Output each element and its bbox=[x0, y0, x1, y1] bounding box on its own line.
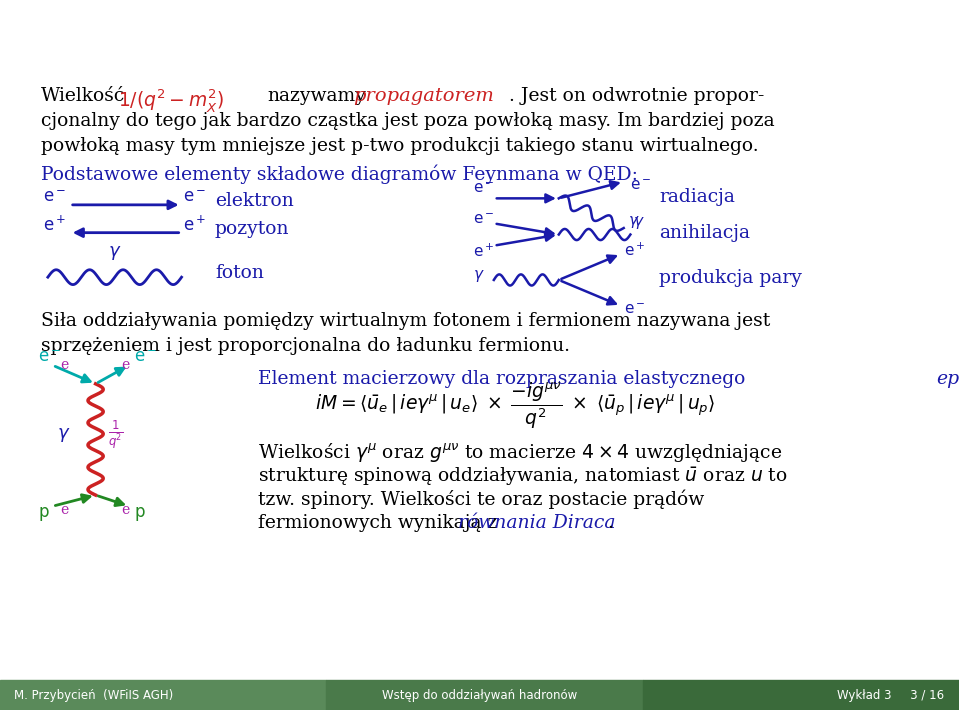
Text: równania Diraca: równania Diraca bbox=[458, 513, 616, 532]
Text: $\frac{1}{q^2}$: $\frac{1}{q^2}$ bbox=[108, 418, 124, 452]
Text: $\gamma$: $\gamma$ bbox=[108, 244, 122, 262]
Text: Wykład 3     3 / 16: Wykład 3 3 / 16 bbox=[837, 689, 945, 701]
Text: Wielkość: Wielkość bbox=[41, 87, 126, 105]
Text: powłoką masy tym mniejsze jest p-two produkcji takiego stanu wirtualnego.: powłoką masy tym mniejsze jest p-two pro… bbox=[41, 137, 759, 155]
Text: $\mathsf{p}$: $\mathsf{p}$ bbox=[38, 505, 50, 523]
Text: cjonalny do tego jak bardzo cząstka jest poza powłoką masy. Im bardziej poza: cjonalny do tego jak bardzo cząstka jest… bbox=[41, 112, 775, 130]
Text: elektron: elektron bbox=[215, 192, 293, 210]
Text: strukturę spinową oddziaływania, natomiast $\bar{u}$ oraz $u$ to: strukturę spinową oddziaływania, natomia… bbox=[258, 466, 787, 488]
Text: $\mathsf{e}^-$: $\mathsf{e}^-$ bbox=[630, 178, 652, 192]
Text: Element macierzowy dla rozpraszania elastycznego: Element macierzowy dla rozpraszania elas… bbox=[258, 370, 745, 388]
Text: M. Przybycień  (WFiIS AGH): M. Przybycień (WFiIS AGH) bbox=[14, 689, 174, 701]
Text: anihilacja: anihilacja bbox=[659, 224, 750, 241]
Text: sprzężeniem i jest proporcjonalna do ładunku fermionu.: sprzężeniem i jest proporcjonalna do ład… bbox=[41, 337, 571, 356]
Text: Fizyka w diagramach Feynmana: Fizyka w diagramach Feynmana bbox=[17, 13, 541, 45]
Text: $1/(q^2-m_X^2)$: $1/(q^2-m_X^2)$ bbox=[118, 87, 223, 114]
Text: Wstęp do oddziaływań hadronów: Wstęp do oddziaływań hadronów bbox=[382, 689, 577, 701]
Text: $\mathsf{e}^-$: $\mathsf{e}^-$ bbox=[38, 349, 61, 366]
Text: Wielkości $\gamma^\mu$ oraz $g^{\mu\nu}$ to macierze $4\times4$ uwzględniające: Wielkości $\gamma^\mu$ oraz $g^{\mu\nu}$… bbox=[258, 442, 783, 465]
Text: ep: ep bbox=[936, 370, 959, 388]
Text: $\mathsf{e}^-$: $\mathsf{e}^-$ bbox=[134, 349, 157, 366]
Text: $\mathsf{e}^-$: $\mathsf{e}^-$ bbox=[473, 182, 494, 197]
Text: $\mathsf{e}^-$: $\mathsf{e}^-$ bbox=[473, 212, 494, 227]
Text: $\mathsf{e}^+$: $\mathsf{e}^+$ bbox=[43, 216, 66, 235]
Text: .: . bbox=[607, 513, 614, 532]
Text: e: e bbox=[122, 503, 129, 517]
Text: $\mathsf{e}^-$: $\mathsf{e}^-$ bbox=[43, 189, 66, 206]
Text: $\gamma$: $\gamma$ bbox=[627, 214, 640, 229]
Text: $\mathsf{p}$: $\mathsf{p}$ bbox=[134, 505, 146, 523]
Text: $\mathsf{e}^+$: $\mathsf{e}^+$ bbox=[183, 216, 206, 235]
Text: $iM = \langle\bar{u}_e\,|\,ie\gamma^\mu\,|\,u_e\rangle \;\times\; \dfrac{-ig^{\m: $iM = \langle\bar{u}_e\,|\,ie\gamma^\mu\… bbox=[316, 380, 715, 430]
Text: propagatorem: propagatorem bbox=[354, 87, 494, 105]
Bar bbox=[326, 680, 643, 710]
Text: foton: foton bbox=[215, 264, 264, 283]
Text: $\mathsf{e}^+$: $\mathsf{e}^+$ bbox=[473, 243, 494, 260]
Text: $\gamma$: $\gamma$ bbox=[473, 268, 484, 284]
Text: $\gamma$: $\gamma$ bbox=[633, 215, 645, 231]
Text: produkcja pary: produkcja pary bbox=[659, 269, 802, 287]
Text: fermionowych wynikają z: fermionowych wynikają z bbox=[258, 513, 503, 532]
Text: . Jest on odwrotnie propor-: . Jest on odwrotnie propor- bbox=[509, 87, 764, 105]
Text: $\gamma$: $\gamma$ bbox=[58, 426, 71, 444]
Text: $\mathsf{e}^-$: $\mathsf{e}^-$ bbox=[623, 302, 645, 317]
Text: radiacja: radiacja bbox=[659, 187, 735, 205]
Text: e: e bbox=[60, 359, 68, 372]
Text: nazywamy: nazywamy bbox=[268, 87, 366, 105]
Text: pozyton: pozyton bbox=[215, 220, 290, 238]
Bar bbox=[0, 680, 326, 710]
Text: Podstawowe elementy składowe diagramów Feynmana w QED:: Podstawowe elementy składowe diagramów F… bbox=[41, 165, 638, 185]
Text: e: e bbox=[60, 503, 68, 517]
Text: $\mathsf{e}^+$: $\mathsf{e}^+$ bbox=[623, 241, 645, 259]
Text: tzw. spinory. Wielkości te oraz postacie prądów: tzw. spinory. Wielkości te oraz postacie… bbox=[258, 489, 704, 509]
Text: e: e bbox=[122, 359, 129, 372]
Text: $\mathsf{e}^-$: $\mathsf{e}^-$ bbox=[183, 189, 206, 206]
Text: Siła oddziaływania pomiędzy wirtualnym fotonem i fermionem nazywana jest: Siła oddziaływania pomiędzy wirtualnym f… bbox=[41, 312, 770, 330]
Bar bbox=[643, 680, 959, 710]
